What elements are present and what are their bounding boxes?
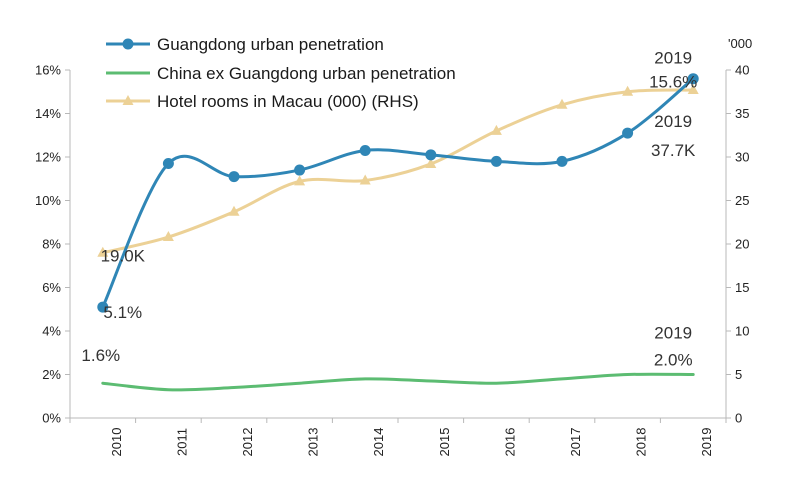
legend-label: Guangdong urban penetration — [157, 35, 384, 54]
y-right-tick-label: 35 — [735, 106, 749, 121]
data-label: 15.6% — [649, 73, 697, 92]
x-tick-label: 2014 — [371, 428, 386, 457]
x-tick-label: 2018 — [634, 428, 649, 457]
x-tick-label: 2010 — [109, 428, 124, 457]
series-point — [228, 205, 240, 216]
x-tick-label: 2016 — [502, 428, 517, 457]
series-point — [162, 231, 174, 242]
data-label: 2019 — [654, 112, 692, 131]
series-point — [425, 157, 437, 168]
series-point — [622, 85, 634, 96]
series-point — [97, 301, 109, 313]
y-right-tick-label: 0 — [735, 411, 742, 426]
series-line-2 — [101, 88, 695, 255]
legend-marker — [122, 38, 134, 50]
series-point — [294, 164, 306, 176]
series-point — [359, 144, 371, 156]
y-left-tick-label: 4% — [42, 324, 61, 339]
series-point — [425, 149, 437, 161]
data-label: 2019 — [654, 49, 692, 68]
x-tick-label: 2013 — [306, 428, 321, 457]
y-right-unit-label: '000 — [728, 36, 752, 51]
legend-label: Hotel rooms in Macau (000) (RHS) — [157, 92, 419, 111]
series-point — [556, 155, 568, 167]
data-label: 2019 — [654, 324, 692, 343]
x-tick-label: 2015 — [437, 428, 452, 457]
y-left-tick-label: 2% — [42, 367, 61, 382]
legend-label: China ex Guangdong urban penetration — [157, 64, 456, 83]
y-left-tick-label: 6% — [42, 280, 61, 295]
y-left-tick-label: 12% — [35, 150, 61, 165]
y-left-tick-label: 0% — [42, 411, 61, 426]
y-right-tick-label: 40 — [735, 63, 749, 78]
data-label: 2.0% — [654, 351, 693, 370]
y-left-tick-label: 8% — [42, 237, 61, 252]
y-right-tick-label: 30 — [735, 150, 749, 165]
series-point — [228, 171, 240, 183]
series-point — [294, 175, 306, 186]
y-right-tick-label: 20 — [735, 237, 749, 252]
x-tick-label: 2019 — [699, 428, 714, 457]
data-label: 37.7K — [651, 141, 696, 160]
y-right-tick-label: 10 — [735, 324, 749, 339]
x-tick-label: 2012 — [240, 428, 255, 457]
series-point — [556, 98, 568, 109]
series-point — [97, 246, 109, 257]
series-point — [687, 73, 699, 85]
y-left-tick-label: 10% — [35, 193, 61, 208]
y-left-tick-label: 14% — [35, 106, 61, 121]
x-tick-label: 2017 — [568, 428, 583, 457]
y-right-tick-label: 5 — [735, 367, 742, 382]
series-point — [490, 124, 502, 135]
series-point — [359, 174, 371, 185]
y-right-tick-label: 25 — [735, 193, 749, 208]
y-right-tick-label: 15 — [735, 280, 749, 295]
series-point — [622, 127, 634, 139]
y-left-tick-label: 16% — [35, 63, 61, 78]
series-point — [162, 158, 174, 170]
data-label: 1.6% — [81, 346, 120, 365]
x-tick-label: 2011 — [174, 428, 189, 456]
series-point — [687, 84, 699, 95]
data-label: 19.0K — [101, 247, 146, 266]
data-label: 5.1% — [103, 303, 142, 322]
series-line-1 — [101, 372, 695, 392]
series-line-0 — [101, 77, 695, 309]
series-point — [490, 155, 502, 167]
legend-marker — [122, 95, 134, 105]
